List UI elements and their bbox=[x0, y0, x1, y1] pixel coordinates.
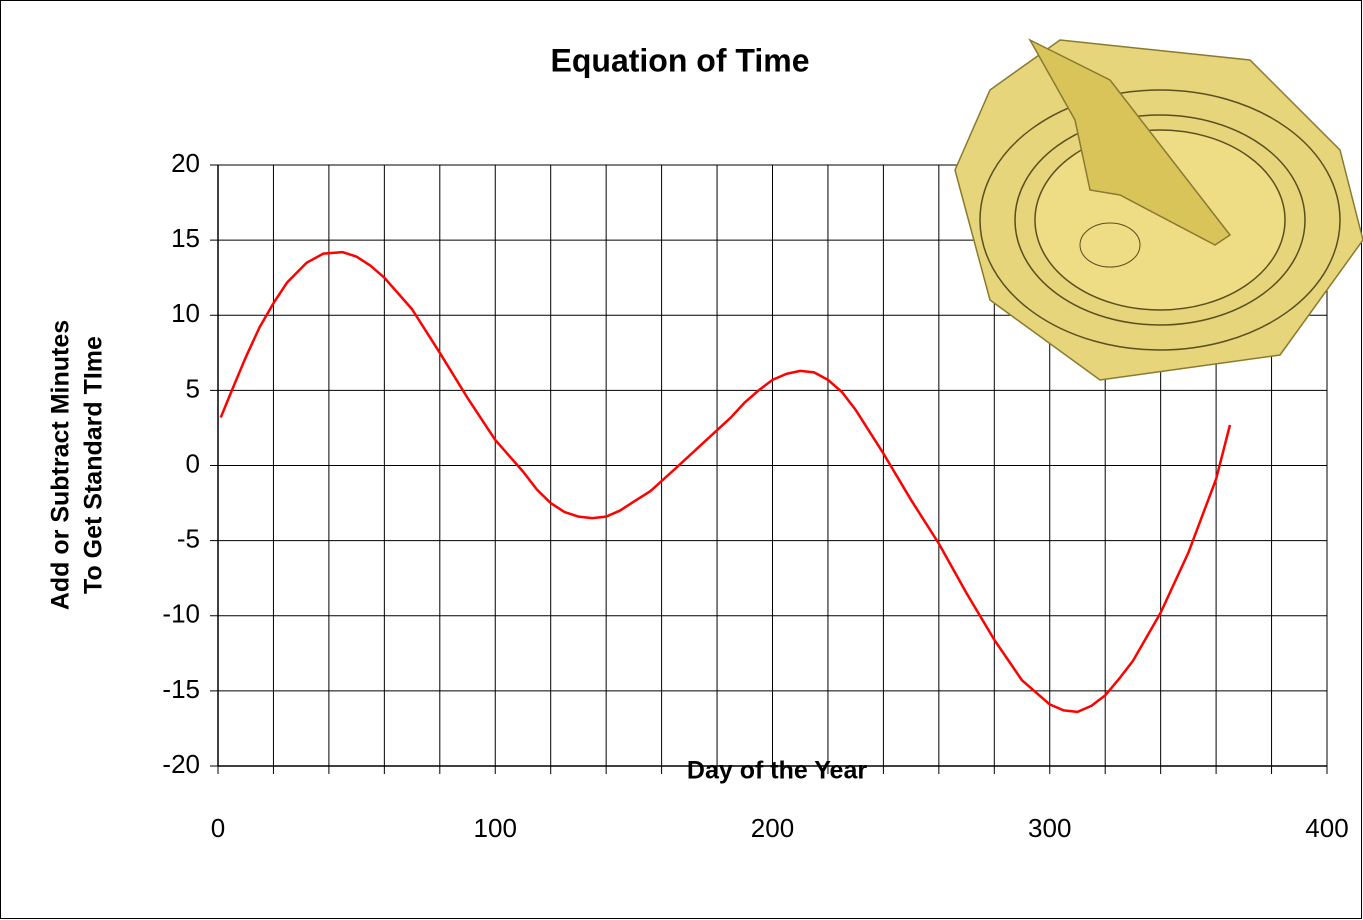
y-tick-label: 10 bbox=[171, 298, 200, 328]
y-tick-label: -5 bbox=[177, 524, 200, 554]
chart: Equation of Time Day of the Year Add or … bbox=[0, 0, 1363, 920]
y-axis-label: To Get Standard TIme bbox=[80, 336, 108, 594]
y-tick-label: -20 bbox=[162, 749, 200, 779]
x-tick-label: 0 bbox=[211, 813, 225, 843]
x-tick-label: 200 bbox=[751, 813, 794, 843]
y-tick-label: 0 bbox=[186, 448, 200, 478]
y-tick-label: 15 bbox=[171, 223, 200, 253]
y-tick-label: 5 bbox=[186, 373, 200, 403]
x-tick-label: 300 bbox=[1028, 813, 1071, 843]
x-axis-label: Day of the Year bbox=[687, 757, 867, 785]
x-tick-label: 400 bbox=[1305, 813, 1348, 843]
y-tick-label: 20 bbox=[171, 148, 200, 178]
page: Equation of Time Day of the Year Add or … bbox=[0, 0, 1363, 920]
x-tick-label: 100 bbox=[474, 813, 517, 843]
chart-title: Equation of Time bbox=[551, 42, 810, 78]
y-tick-label: -15 bbox=[162, 674, 200, 704]
y-tick-label: -10 bbox=[162, 599, 200, 629]
y-axis-label: Add or Subtract Minutes bbox=[47, 320, 75, 610]
